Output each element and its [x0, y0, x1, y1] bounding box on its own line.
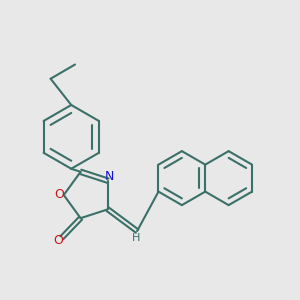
Text: O: O — [54, 188, 64, 202]
Text: N: N — [105, 170, 114, 183]
Text: O: O — [53, 234, 63, 247]
Text: H: H — [132, 233, 140, 243]
